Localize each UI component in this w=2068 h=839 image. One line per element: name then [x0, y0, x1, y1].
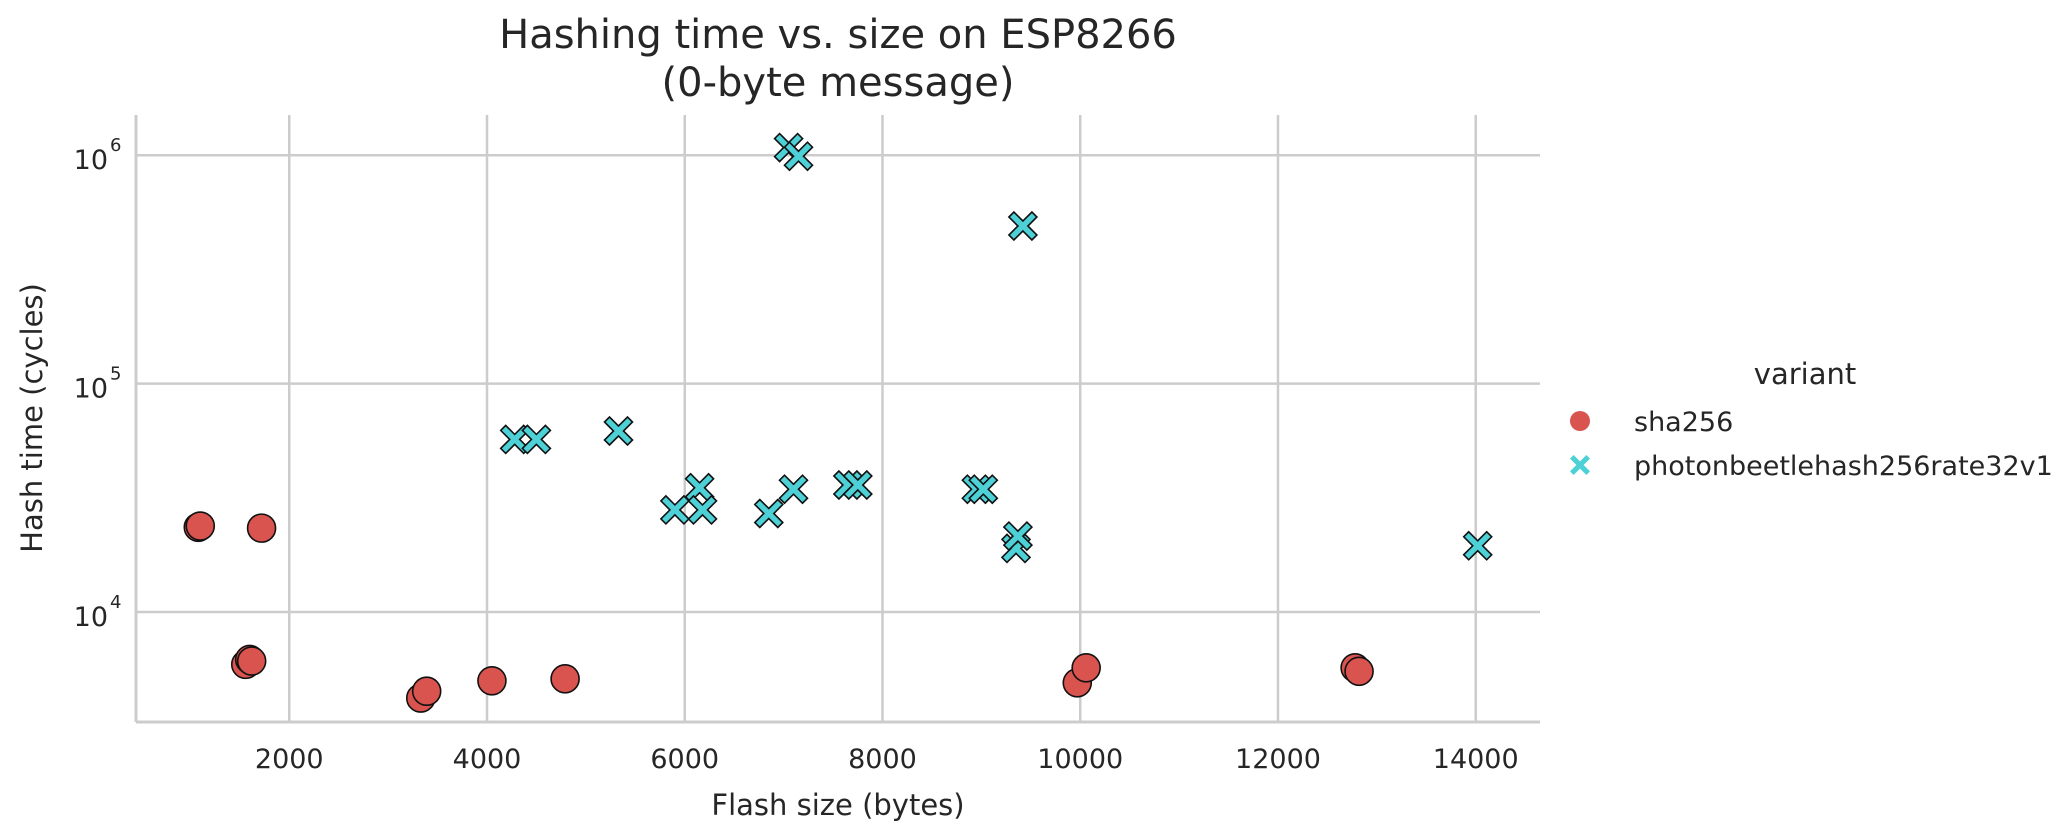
- point-photonbeetlehash256rate32v1: [783, 141, 814, 172]
- legend-label: photonbeetlehash256rate32v1: [1634, 451, 2053, 482]
- x-axis-label: Flash size (bytes): [711, 788, 964, 822]
- chart-title: Hashing time vs. size on ESP8266: [499, 12, 1177, 58]
- y-tick-label: 10: [74, 145, 108, 176]
- point-sha256: [550, 664, 580, 694]
- point-photonbeetlehash256rate32v1: [1007, 210, 1039, 242]
- chart-subtitle: (0-byte message): [662, 60, 1015, 106]
- y-tick-label: 10: [74, 602, 108, 633]
- x-tick-label: 4000: [453, 744, 522, 775]
- point-photonbeetlehash256rate32v1: [603, 415, 634, 447]
- legend-marker-photonbeetlehash256rate32v1: [1570, 455, 1590, 475]
- point-photonbeetlehash256rate32v1: [521, 424, 552, 455]
- point-sha256: [246, 513, 277, 543]
- y-tick-exponent: 5: [110, 364, 121, 385]
- point-sha256: [185, 511, 216, 541]
- x-tick-labels: 2000 4000 6000 8000 10000 12000 14000: [255, 744, 1519, 775]
- x-tick-label: 8000: [848, 744, 917, 775]
- point-sha256: [411, 676, 442, 707]
- point-photonbeetlehash256rate32v1: [1002, 520, 1034, 552]
- legend-label: sha256: [1634, 407, 1733, 438]
- legend-title: variant: [1754, 357, 1856, 391]
- y-tick-label: 10: [74, 374, 108, 405]
- data-points: [183, 132, 1493, 713]
- y-tick-exponent: 6: [110, 135, 121, 156]
- x-tick-label: 12000: [1235, 744, 1321, 775]
- grid: [136, 115, 1540, 722]
- point-sha256: [477, 665, 507, 696]
- y-tick-exponent: 4: [110, 592, 121, 613]
- point-sha256: [236, 646, 267, 676]
- point-photonbeetlehash256rate32v1: [1462, 530, 1493, 561]
- x-tick-label: 2000: [255, 744, 324, 775]
- y-axis-label: Hash time (cycles): [15, 283, 49, 553]
- point-photonbeetlehash256rate32v1: [684, 472, 715, 503]
- y-tick-base: 10: [74, 602, 108, 633]
- legend: variant sha256 photonbeetlehash256rate32v…: [1570, 357, 2053, 482]
- legend-marker-sha256: [1570, 411, 1590, 431]
- axes: [134, 115, 1540, 724]
- point-photonbeetlehash256rate32v1: [968, 474, 999, 505]
- point-photonbeetlehash256rate32v1: [842, 469, 873, 501]
- x-tick-label: 14000: [1433, 744, 1519, 775]
- x-tick-label: 10000: [1037, 744, 1123, 775]
- y-tick-base: 10: [74, 145, 108, 176]
- point-sha256: [1344, 656, 1374, 687]
- y-tick-base: 10: [74, 374, 108, 405]
- point-photonbeetlehash256rate32v1: [778, 474, 809, 505]
- x-tick-label: 6000: [650, 744, 719, 775]
- point-photonbeetlehash256rate32v1: [753, 498, 784, 529]
- point-sha256: [1071, 652, 1101, 683]
- point-photonbeetlehash256rate32v1: [687, 494, 718, 526]
